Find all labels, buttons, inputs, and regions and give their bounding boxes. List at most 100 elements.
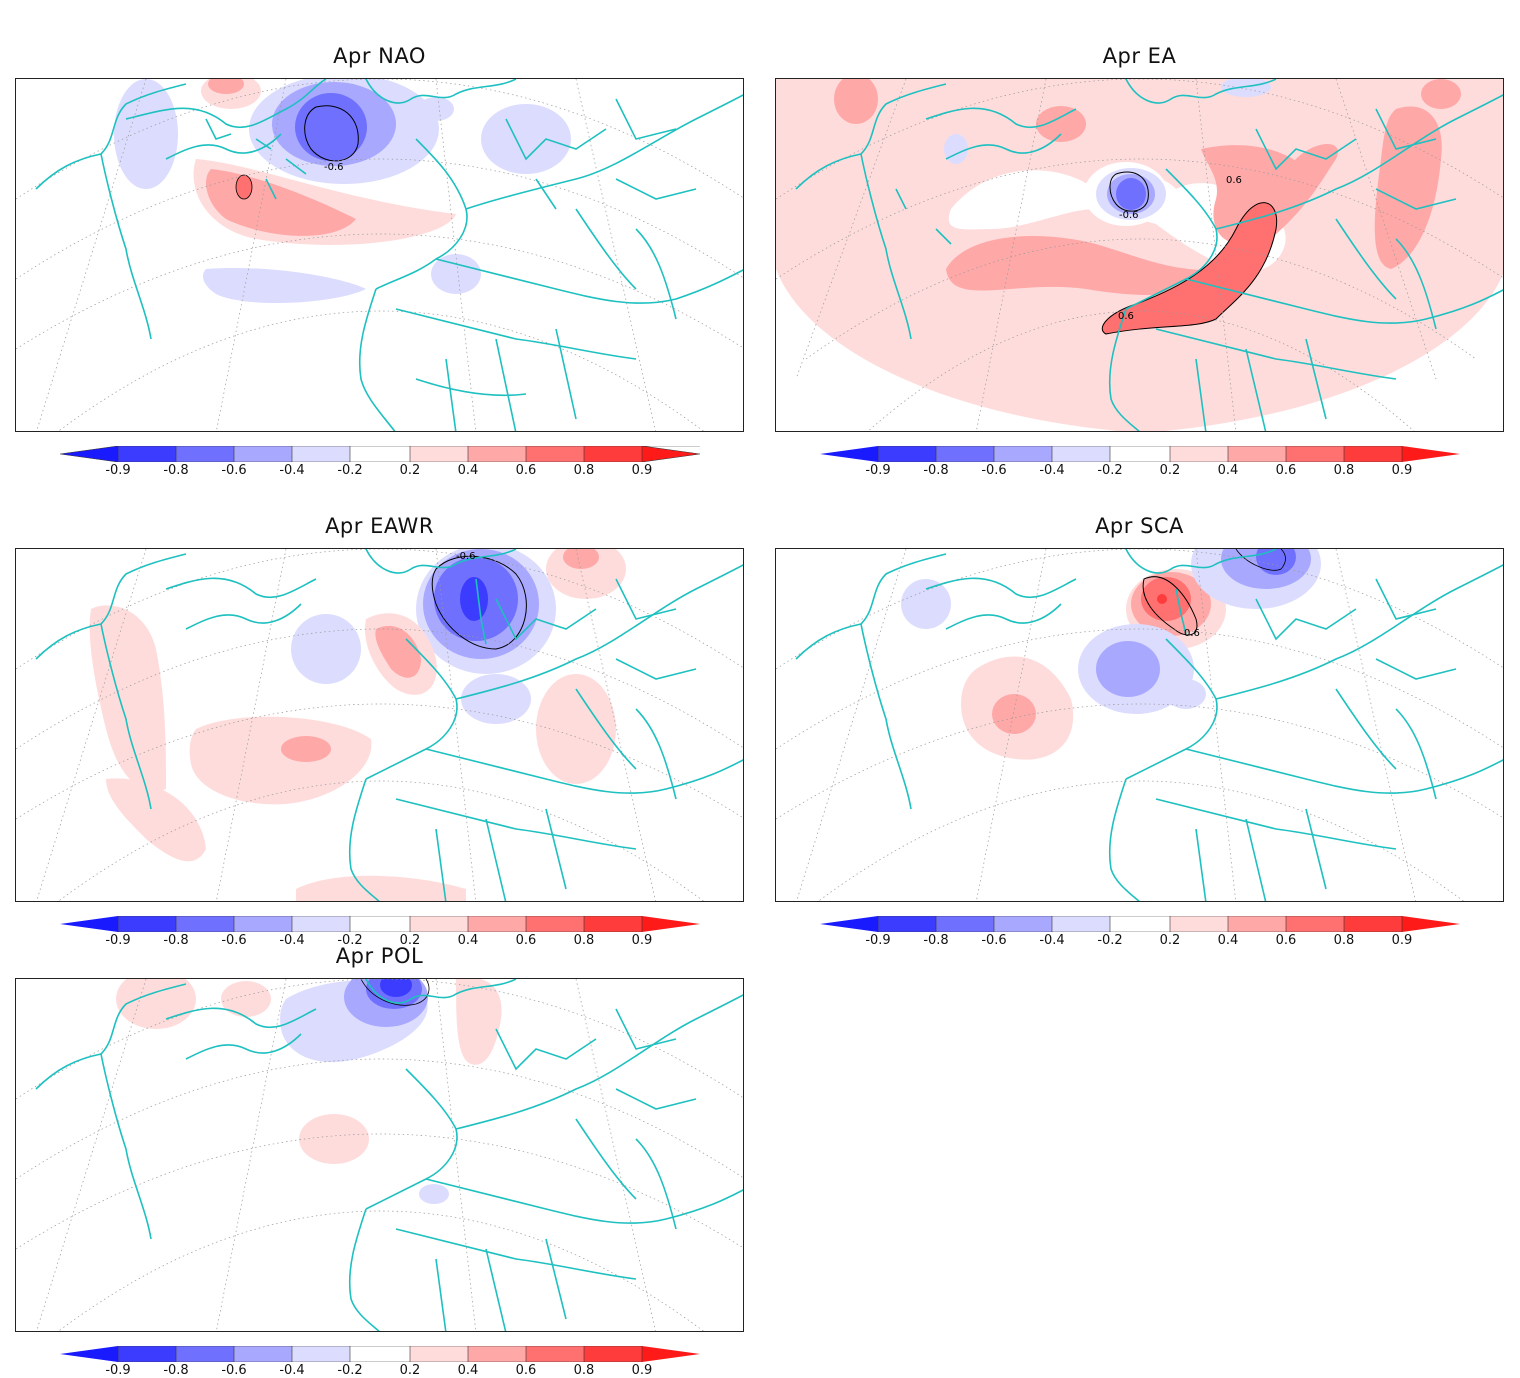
colorbar-tick: 0.6 <box>515 1363 537 1378</box>
colorbar-tick: -0.6 <box>981 933 1007 948</box>
colorbar-tick: -0.6 <box>221 933 247 948</box>
colorbar-tick: -0.2 <box>337 463 363 478</box>
colorbar-tick: 0.6 <box>515 933 537 948</box>
colorbar: -0.9 -0.8 -0.6 -0.4 -0.2 0.2 0.4 0.6 0.8… <box>820 916 1460 948</box>
colorbar-tick: -0.9 <box>105 1363 131 1378</box>
lat-lon-grid <box>16 979 743 1331</box>
colorbar-tick: -0.8 <box>163 463 189 478</box>
contour-label: -0.6 <box>1119 210 1139 221</box>
colorbar-scale <box>60 1346 700 1362</box>
lat-lon-grid <box>16 549 743 901</box>
map-frame: -0.6 <box>15 548 744 902</box>
colorbar-tick: 0.4 <box>457 1363 479 1378</box>
lat-lon-grid <box>16 79 743 431</box>
colorbar-tick: 0.4 <box>457 933 479 948</box>
panel-title: Apr NAO <box>333 44 426 68</box>
colorbar-tick: -0.4 <box>279 463 305 478</box>
colorbar-tick: 0.8 <box>1333 933 1355 948</box>
colorbar-tick: -0.6 <box>221 463 247 478</box>
contour-label: -0.6 <box>456 551 476 562</box>
colorbar-tick: -0.9 <box>865 933 891 948</box>
colorbar-tick: -0.9 <box>865 463 891 478</box>
panel-nao: Apr NAO <box>15 44 744 478</box>
correlation-shading <box>776 79 1503 431</box>
colorbar-tick: 0.2 <box>1159 933 1181 948</box>
panel-title: Apr SCA <box>1095 514 1184 538</box>
correlation-map: -0.6 0.6 0.6 <box>776 79 1503 431</box>
contour-label: 0.6 <box>1184 628 1200 639</box>
colorbar-tick: -0.2 <box>1097 933 1123 948</box>
colorbar: -0.9 -0.8 -0.6 -0.4 -0.2 0.2 0.4 0.6 0.8… <box>60 916 700 948</box>
coastlines <box>795 79 1503 431</box>
colorbar-tick: -0.8 <box>923 463 949 478</box>
colorbar-scale <box>820 446 1460 462</box>
colorbar-tick: 0.4 <box>457 463 479 478</box>
colorbar-tick: 0.6 <box>1275 463 1297 478</box>
panel-ea: Apr EA <box>775 44 1504 478</box>
colorbar-tick: -0.9 <box>105 463 131 478</box>
correlation-shading <box>114 79 571 304</box>
colorbar: -0.9 -0.8 -0.6 -0.4 -0.2 0.2 0.4 0.6 0.8… <box>60 446 700 478</box>
panel-pol: Apr POL <box>15 944 744 1378</box>
correlation-shading <box>89 549 626 901</box>
panel-title: Apr POL <box>335 944 424 968</box>
panel-eawr: Apr EAWR <box>15 514 744 948</box>
coastlines <box>35 79 743 431</box>
colorbar-tick: 0.2 <box>399 933 421 948</box>
lat-lon-grid <box>776 549 1503 901</box>
colorbar-tick: -0.6 <box>221 1363 247 1378</box>
contour-label: 0.6 <box>1118 311 1134 322</box>
coastlines <box>35 549 743 901</box>
colorbar-tick: 0.8 <box>573 933 595 948</box>
colorbar-tick: 0.8 <box>573 463 595 478</box>
correlation-map: -0.6 <box>16 549 743 901</box>
colorbar-tick: 0.4 <box>1217 463 1239 478</box>
map-frame <box>15 978 744 1332</box>
panel-sca: Apr SCA <box>775 514 1504 948</box>
colorbar-tick: 0.8 <box>1333 463 1355 478</box>
colorbar-tick: 0.9 <box>631 1363 653 1378</box>
colorbar-tick: 0.9 <box>1391 463 1413 478</box>
colorbar-tick: 0.2 <box>399 1363 421 1378</box>
map-frame: -0.6 0.6 0.6 <box>775 78 1504 432</box>
correlation-shading <box>901 549 1321 760</box>
colorbar-tick: -0.6 <box>981 463 1007 478</box>
colorbar-tick: -0.4 <box>1039 463 1065 478</box>
map-frame: 0.6 <box>775 548 1504 902</box>
colorbar: -0.9 -0.8 -0.6 -0.4 -0.2 0.2 0.4 0.6 0.8… <box>60 1346 700 1378</box>
colorbar-scale <box>820 916 1460 932</box>
colorbar-tick: -0.4 <box>1039 933 1065 948</box>
colorbar-scale <box>60 916 700 932</box>
colorbar-tick: -0.2 <box>337 1363 363 1378</box>
contour-label: 0.6 <box>1226 175 1242 186</box>
correlation-map: 0.6 <box>776 549 1503 901</box>
colorbar-tick: 0.8 <box>573 1363 595 1378</box>
colorbar-tick: 0.9 <box>1391 933 1413 948</box>
panel-title: Apr EAWR <box>325 514 434 538</box>
colorbar-tick: -0.8 <box>163 1363 189 1378</box>
colorbar-tick: -0.8 <box>163 933 189 948</box>
colorbar-tick: -0.2 <box>337 933 363 948</box>
colorbar-tick: 0.6 <box>515 463 537 478</box>
contour-label: -0.6 <box>324 162 344 173</box>
colorbar-tick: -0.9 <box>105 933 131 948</box>
colorbar-tick: -0.4 <box>279 933 305 948</box>
coastlines <box>795 549 1503 901</box>
colorbar: -0.9 -0.8 -0.6 -0.4 -0.2 0.2 0.4 0.6 0.8… <box>820 446 1460 478</box>
colorbar-tick: 0.2 <box>1159 463 1181 478</box>
colorbar-tick: 0.9 <box>631 463 653 478</box>
colorbar-tick: 0.6 <box>1275 933 1297 948</box>
colorbar-tick: 0.9 <box>631 933 653 948</box>
correlation-map <box>16 979 743 1331</box>
correlation-shading <box>116 979 502 1204</box>
colorbar-tick: 0.4 <box>1217 933 1239 948</box>
colorbar-tick: -0.4 <box>279 1363 305 1378</box>
coastlines <box>35 979 743 1331</box>
panel-title: Apr EA <box>1102 44 1177 68</box>
colorbar-tick: 0.2 <box>399 463 421 478</box>
map-frame: -0.6 <box>15 78 744 432</box>
colorbar-tick: -0.8 <box>923 933 949 948</box>
colorbar-tick: -0.2 <box>1097 463 1123 478</box>
colorbar-scale <box>60 446 700 462</box>
correlation-map: -0.6 <box>16 79 743 431</box>
